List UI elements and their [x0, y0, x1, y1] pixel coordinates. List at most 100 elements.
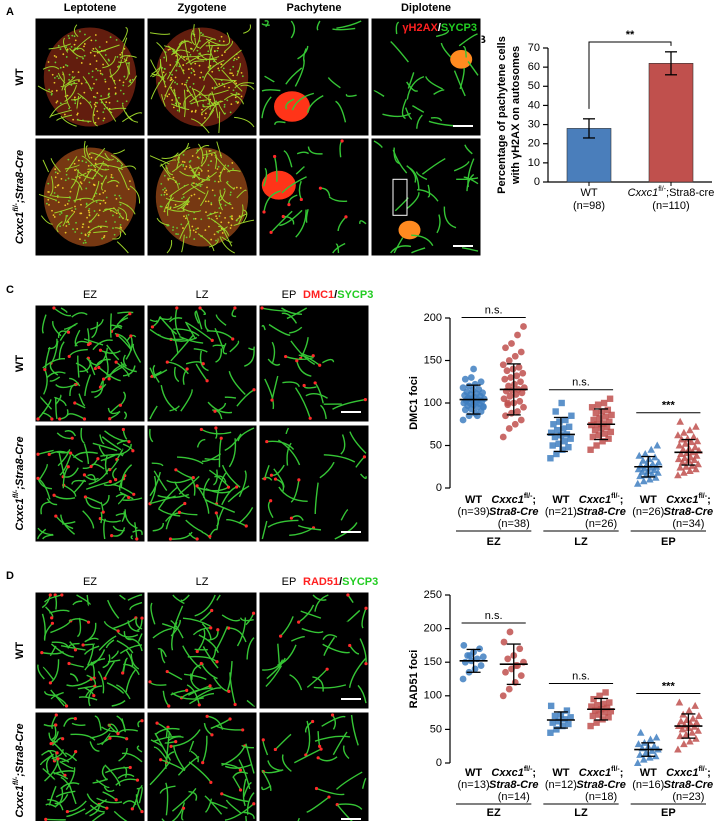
- axis-strand: [42, 66, 60, 70]
- xy-body: [261, 170, 296, 200]
- axis-strand: [71, 96, 82, 101]
- inset-box: [392, 178, 408, 216]
- axis-strand: [179, 170, 200, 177]
- axis-strand: [149, 428, 154, 443]
- axis-strand: [462, 247, 479, 252]
- foci: [167, 48, 170, 51]
- focus: [220, 792, 224, 796]
- axis-strand: [190, 183, 206, 195]
- axis-strand: [359, 638, 367, 664]
- superscript: fl/-: [13, 489, 20, 498]
- axis-strand: [43, 369, 48, 395]
- axis-strand: [261, 23, 270, 26]
- axis-strand: [297, 45, 309, 60]
- axis-strand: [216, 141, 223, 159]
- data-point: [476, 645, 483, 653]
- axis-strand: [463, 176, 479, 185]
- axis-strand: [230, 92, 244, 105]
- foci: [210, 238, 213, 241]
- axis-strand: [59, 760, 74, 769]
- data-point: [515, 363, 523, 371]
- axis-strand: [281, 307, 302, 316]
- axis-strand: [85, 199, 104, 208]
- data-point: [520, 323, 527, 330]
- foci: [95, 78, 98, 81]
- foci: [86, 216, 88, 219]
- axis-strand: [306, 796, 330, 813]
- foci: [55, 89, 58, 92]
- axis-strand: [224, 396, 237, 399]
- axis-strand: [195, 363, 208, 382]
- data-point: [692, 451, 701, 459]
- panel-label: D: [6, 570, 14, 582]
- foci: [181, 83, 184, 85]
- data-point: [676, 732, 684, 740]
- foci: [235, 100, 238, 103]
- axis-strand: [63, 83, 78, 91]
- foci: [76, 228, 79, 230]
- axis-strand: [261, 96, 272, 119]
- superscript: fl/-: [611, 766, 620, 773]
- data-point: [559, 425, 567, 432]
- foci: [198, 64, 201, 67]
- focus: [195, 537, 199, 541]
- foci: [56, 184, 59, 187]
- axis-strand: [346, 609, 361, 623]
- axis-strand: [263, 167, 268, 187]
- focus: [105, 806, 109, 810]
- axis-strand: [91, 181, 100, 201]
- y-tick-label: 10: [528, 157, 540, 169]
- foci: [207, 169, 210, 172]
- foci: [68, 37, 71, 40]
- axis-strand: [232, 771, 249, 779]
- axis-strand: [149, 475, 157, 505]
- focus: [260, 306, 264, 310]
- focus: [269, 499, 273, 503]
- data-point: [692, 422, 700, 430]
- data-point: [461, 375, 469, 383]
- foci: [192, 182, 195, 185]
- data-point: [470, 365, 477, 373]
- axis-strand: [161, 818, 165, 821]
- axis-strand: [38, 463, 48, 481]
- focus: [205, 714, 209, 718]
- axis-strand: [243, 811, 255, 819]
- axis-strand: [90, 152, 110, 162]
- focus: [97, 365, 101, 370]
- axis-strand: [196, 485, 210, 514]
- focus: [213, 409, 217, 413]
- axis-strand: [265, 665, 283, 688]
- foci: [190, 110, 193, 113]
- focus: [346, 593, 350, 597]
- axis-strand: [229, 672, 236, 705]
- data-point: [608, 411, 615, 419]
- foci: [191, 182, 194, 185]
- axis-strand: [200, 150, 208, 167]
- foci: [104, 54, 107, 56]
- foci: [102, 191, 105, 194]
- focus: [101, 510, 105, 514]
- axis-strand: [123, 58, 129, 81]
- data-point: [600, 399, 608, 407]
- foci: [69, 190, 72, 193]
- axis-strand: [188, 790, 198, 801]
- foci: [163, 56, 166, 59]
- focus: [92, 693, 96, 698]
- foci: [95, 192, 98, 195]
- axis-strand: [99, 434, 105, 445]
- focus: [61, 737, 65, 741]
- genotype-rest: ;Stra8-Cre: [14, 723, 26, 776]
- axis-strand: [199, 52, 218, 61]
- focus: [363, 398, 367, 402]
- axis-strand: [171, 787, 197, 812]
- data-point: [603, 423, 611, 430]
- axis-strand: [115, 513, 127, 518]
- foci: [88, 211, 91, 214]
- column-title: Zygotene: [178, 2, 227, 14]
- axis-strand: [153, 470, 168, 492]
- foci: [184, 168, 186, 170]
- foci: [48, 203, 50, 206]
- focus: [227, 626, 231, 630]
- axis-strand: [205, 44, 228, 47]
- axis-strand: [73, 24, 79, 38]
